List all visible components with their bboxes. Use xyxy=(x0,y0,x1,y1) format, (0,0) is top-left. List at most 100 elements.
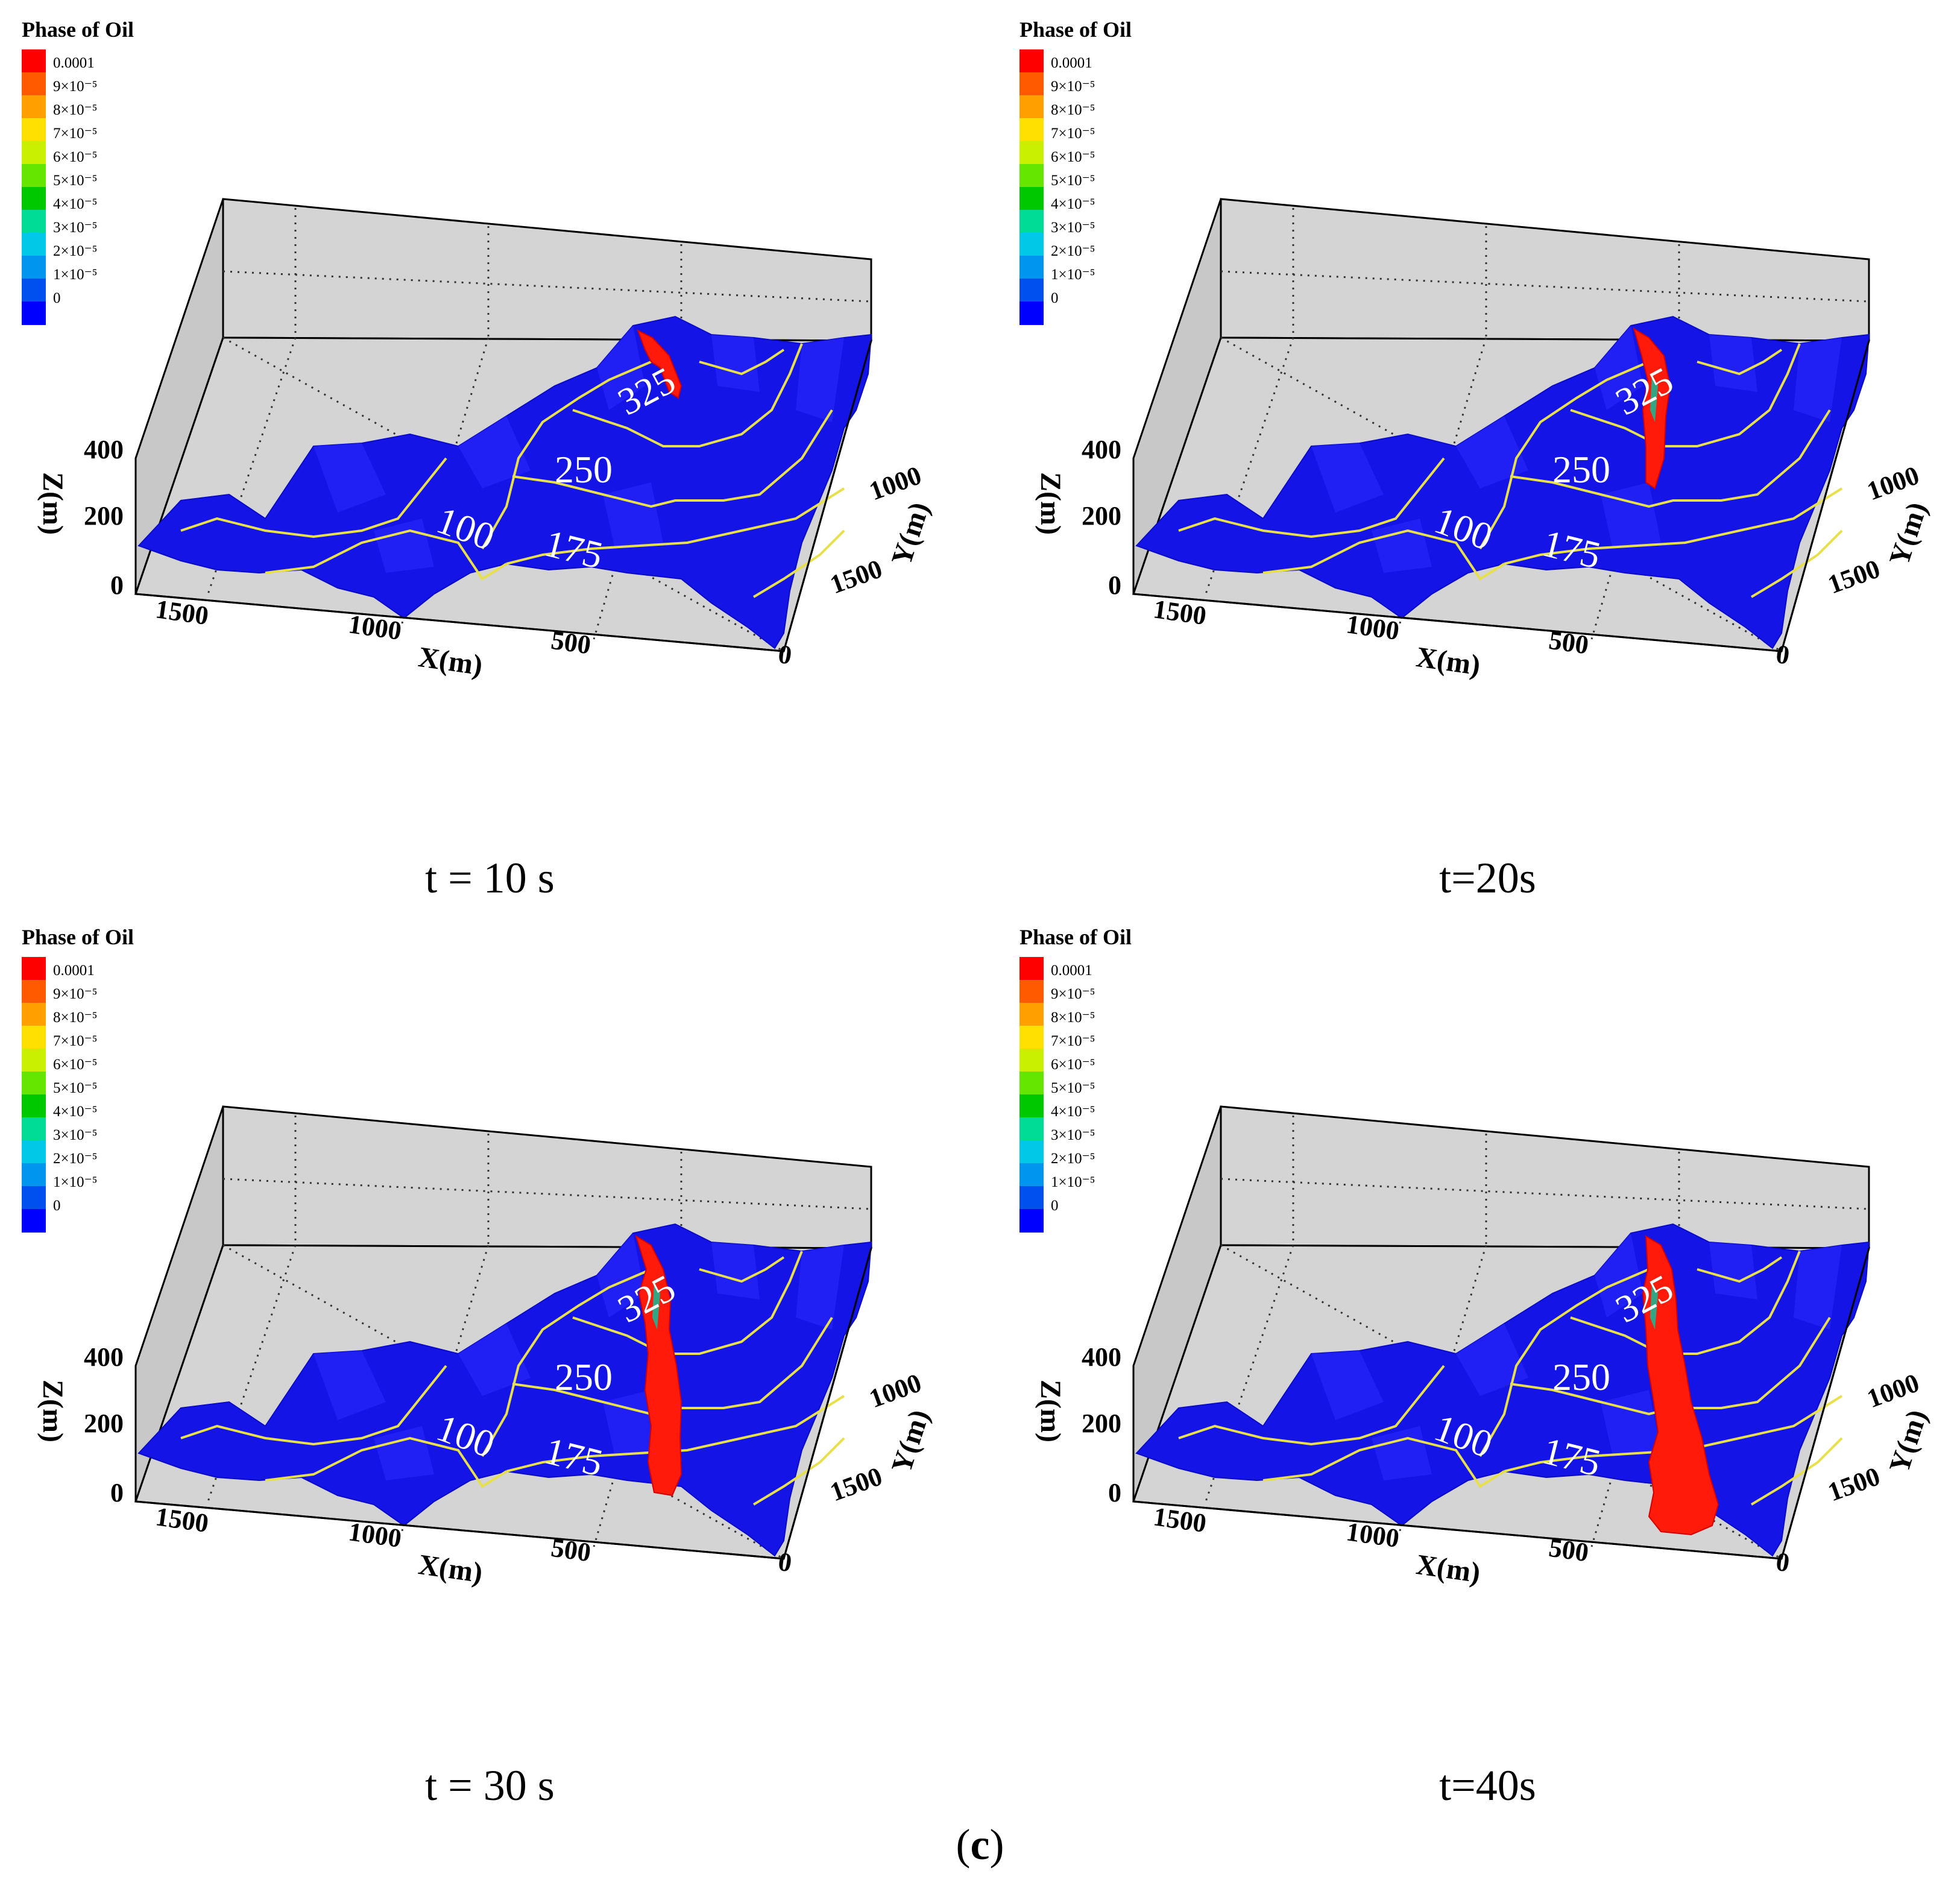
legend-label: 1×10⁻⁵ xyxy=(53,1174,98,1190)
z-tick-label: 200 xyxy=(1082,1409,1121,1438)
legend-label: 0.0001 xyxy=(1051,962,1092,979)
figure-label-close: ) xyxy=(989,1820,1004,1869)
legend-label: 9×10⁻⁵ xyxy=(53,986,98,1002)
y-tick-label: 1500 xyxy=(1824,554,1883,599)
contour-line xyxy=(265,529,508,581)
legend-label: 8×10⁻⁵ xyxy=(1051,1009,1095,1026)
legend-swatch xyxy=(1019,95,1044,119)
z-tick-label: 200 xyxy=(1082,501,1121,531)
legend-colorbar xyxy=(22,957,46,1233)
z-axis-label: Z(m) xyxy=(37,472,69,535)
legend-swatch xyxy=(22,187,46,210)
chart-panel-3: Phase of Oil 0.0001 9×10⁻⁵ 8×10⁻⁵ 7×10⁻⁵ 6×10… xyxy=(0,908,980,1812)
legend-swatch xyxy=(1019,1003,1044,1026)
legend-label: 2×10⁻⁵ xyxy=(53,1151,98,1167)
terrain-facet xyxy=(597,1233,645,1318)
legend-label: 5×10⁻⁵ xyxy=(1051,1080,1095,1096)
terrain-facet xyxy=(1595,1233,1643,1318)
legend-colorbar xyxy=(1019,957,1044,1233)
legend-swatch xyxy=(1019,49,1044,73)
terrain-facet xyxy=(711,1242,760,1299)
legend-label: 9×10⁻⁵ xyxy=(1051,986,1095,1002)
y-tick-label: 1000 xyxy=(1863,1368,1923,1413)
legend-swatch xyxy=(1019,141,1044,165)
legend-label: 1×10⁻⁵ xyxy=(1051,267,1095,283)
y-axis-line xyxy=(783,1248,872,1559)
legend-swatch xyxy=(22,1026,46,1049)
legend-label: 3×10⁻⁵ xyxy=(53,219,98,236)
legend-swatch xyxy=(1019,1049,1044,1072)
y-axis-line xyxy=(783,340,872,652)
x-tick-label: 500 xyxy=(549,1533,593,1568)
oil-plume xyxy=(1642,1235,1719,1536)
legend-swatch xyxy=(1019,1117,1044,1141)
y-axis-label: Y(m) xyxy=(1883,498,1933,569)
contour-line xyxy=(180,1365,447,1446)
y-tick-label: 1500 xyxy=(826,554,886,599)
contour-line xyxy=(1479,1268,1650,1457)
terrain-facet xyxy=(314,443,386,513)
z-tick-label: 0 xyxy=(110,570,124,600)
legend-colorbar xyxy=(22,49,46,325)
legend-swatch xyxy=(22,256,46,279)
x-tick-label: 500 xyxy=(1547,625,1590,660)
terrain-facet xyxy=(1311,1351,1384,1420)
legend-label: 3×10⁻⁵ xyxy=(1051,1127,1095,1143)
contour-label: 250 xyxy=(1552,448,1610,491)
legend-label: 2×10⁻⁵ xyxy=(53,243,98,259)
legend-label: 4×10⁻⁵ xyxy=(1051,1103,1095,1120)
z-tick-label: 400 xyxy=(84,435,124,464)
z-tick-label: 0 xyxy=(1108,570,1121,600)
figure-label: (c) xyxy=(0,1820,1960,1870)
caption-row: t=20s xyxy=(998,853,1960,903)
time-caption: t = 30 s xyxy=(425,1761,555,1810)
terrain-facet xyxy=(1794,1245,1842,1330)
legend-swatch xyxy=(1019,980,1044,1003)
x-tick-label: 1500 xyxy=(154,1501,210,1538)
legend-swatch xyxy=(1019,233,1044,256)
back-wall xyxy=(222,198,872,342)
y-tick-label: 1500 xyxy=(1824,1461,1883,1507)
legend-swatch xyxy=(22,1186,46,1210)
terrain-facet xyxy=(1709,335,1757,392)
oil-edge-speck xyxy=(1650,1281,1658,1330)
contour-line xyxy=(1697,349,1783,376)
legend-label: 0 xyxy=(1051,1198,1059,1214)
legend-label: 4×10⁻⁵ xyxy=(53,1103,98,1120)
terrain-facet xyxy=(1595,326,1643,410)
z-tick-label: 0 xyxy=(1108,1478,1121,1508)
contour-line xyxy=(1570,343,1801,447)
legend-label: 6×10⁻⁵ xyxy=(53,1056,98,1073)
legend-swatch xyxy=(22,141,46,165)
z-axis-label: Z(m) xyxy=(1035,472,1067,535)
time-caption: t=40s xyxy=(1439,1761,1536,1810)
legend-label: 0.0001 xyxy=(53,962,95,979)
legend-label: 9×10⁻⁵ xyxy=(1051,78,1095,95)
legend-label: 0.0001 xyxy=(1051,55,1092,71)
legend-swatch xyxy=(22,1003,46,1026)
legend-label: 6×10⁻⁵ xyxy=(53,149,98,165)
chart-panel-1: Phase of Oil 0.0001 9×10⁻⁵ 8×10⁻⁵ 7×10⁻⁵ 6×10… xyxy=(0,0,980,905)
caption-row: t = 30 s xyxy=(0,1761,980,1811)
z-axis-label: Z(m) xyxy=(37,1380,69,1442)
x-axis-line xyxy=(1133,1500,1782,1560)
legend-title: Phase of Oil xyxy=(22,17,134,42)
legend-swatch xyxy=(1019,256,1044,279)
legend-swatch xyxy=(22,1072,46,1095)
contour-line xyxy=(1178,1365,1445,1446)
x-axis-line xyxy=(135,593,784,652)
legend-label: 8×10⁻⁵ xyxy=(53,102,98,118)
legend-swatch xyxy=(22,1163,46,1187)
legend-label: 1×10⁻⁵ xyxy=(53,267,98,283)
legend-swatch xyxy=(1019,72,1044,96)
legend-label: 7×10⁻⁵ xyxy=(53,1033,98,1049)
legend-colorbar xyxy=(1019,49,1044,325)
contour-line xyxy=(752,529,845,598)
back-wall xyxy=(1220,198,1870,342)
legend-swatch xyxy=(1019,1094,1044,1118)
legend-swatch xyxy=(22,164,46,188)
y-axis-label: Y(m) xyxy=(886,498,936,569)
contour-line xyxy=(752,1437,845,1506)
contour-line xyxy=(1479,361,1650,549)
